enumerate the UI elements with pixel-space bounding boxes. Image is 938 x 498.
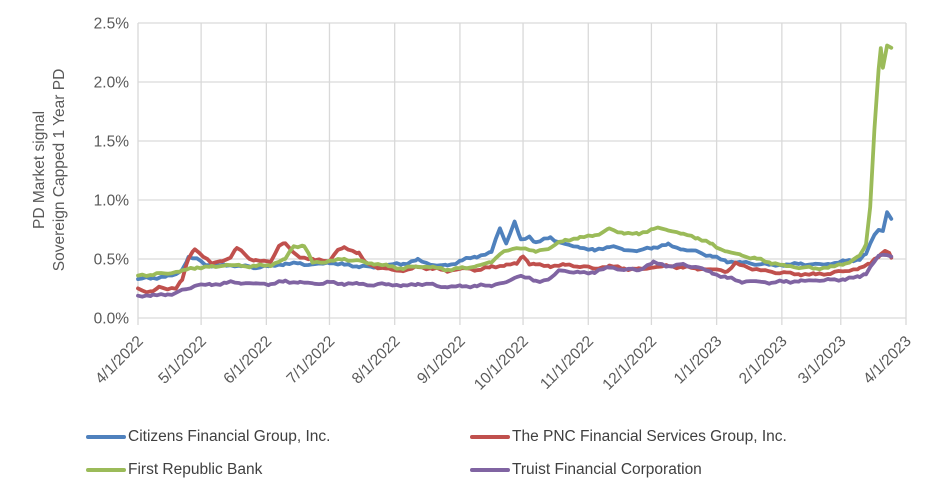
y-axis-title-line1: PD Market signal bbox=[31, 111, 48, 229]
series-line-first-republic-bank bbox=[136, 43, 894, 278]
x-tick-label: 9/1/2022 bbox=[414, 333, 469, 388]
series-lines bbox=[136, 43, 894, 299]
legend-label: First Republic Bank bbox=[128, 461, 263, 478]
series-line-citizens-financial-group-inc bbox=[136, 210, 894, 281]
legend-item-the-pnc-financial-services-group-inc: The PNC Financial Services Group, Inc. bbox=[470, 426, 787, 448]
legend-color-swatch-icon bbox=[86, 434, 126, 440]
y-axis-title-line2: Sovereign Capped 1 Year PD bbox=[51, 69, 68, 272]
y-tick-label: 0.0% bbox=[94, 311, 130, 328]
axis-labels: 0.0% 0.5% 1.0% 1.5% 2.0% 2.5% 4/1/2022 5/1/2022… bbox=[92, 16, 915, 394]
y-tick-label: 0.5% bbox=[94, 252, 130, 269]
x-tick-label: 10/1/2022 bbox=[471, 333, 532, 394]
y-tick-label: 1.5% bbox=[94, 134, 130, 151]
legend-color-swatch-icon bbox=[470, 434, 510, 440]
legend-color-swatch-icon bbox=[86, 467, 126, 473]
x-tick-label: 11/1/2022 bbox=[537, 333, 597, 393]
legend-item-first-republic-bank: First Republic Bank bbox=[86, 459, 262, 481]
x-tick-label: 1/1/2023 bbox=[671, 333, 726, 388]
x-tick-label: 2/1/2023 bbox=[736, 333, 791, 388]
pd-line-chart: 0.0% 0.5% 1.0% 1.5% 2.0% 2.5% 4/1/2022 5/1/2022… bbox=[31, 16, 915, 394]
x-tick-label: 7/1/2022 bbox=[284, 333, 339, 388]
series-line-the-pnc-financial-services-group-inc bbox=[136, 241, 894, 295]
series-line-truist-financial-corporation bbox=[136, 252, 894, 299]
y-tick-label: 2.5% bbox=[94, 16, 130, 33]
x-tick-label: 3/1/2023 bbox=[795, 333, 850, 388]
gridlines bbox=[137, 22, 907, 325]
y-tick-label: 1.0% bbox=[94, 193, 130, 210]
x-tick-label: 12/1/2022 bbox=[599, 333, 660, 394]
x-tick-label: 4/1/2022 bbox=[92, 333, 147, 388]
x-tick-label: 8/1/2022 bbox=[349, 333, 404, 388]
legend-item-citizens-financial-group-inc: Citizens Financial Group, Inc. bbox=[86, 426, 330, 448]
legend-label: The PNC Financial Services Group, Inc. bbox=[512, 428, 787, 445]
legend-label: Truist Financial Corporation bbox=[512, 461, 702, 478]
y-tick-label: 2.0% bbox=[94, 75, 130, 92]
x-tick-label: 6/1/2022 bbox=[220, 333, 275, 388]
x-tick-label: 5/1/2022 bbox=[155, 333, 210, 388]
legend-item-truist-financial-corporation: Truist Financial Corporation bbox=[470, 459, 702, 481]
legend-color-swatch-icon bbox=[470, 467, 510, 473]
legend-label: Citizens Financial Group, Inc. bbox=[128, 428, 331, 445]
x-tick-label: 4/1/2023 bbox=[860, 333, 915, 388]
